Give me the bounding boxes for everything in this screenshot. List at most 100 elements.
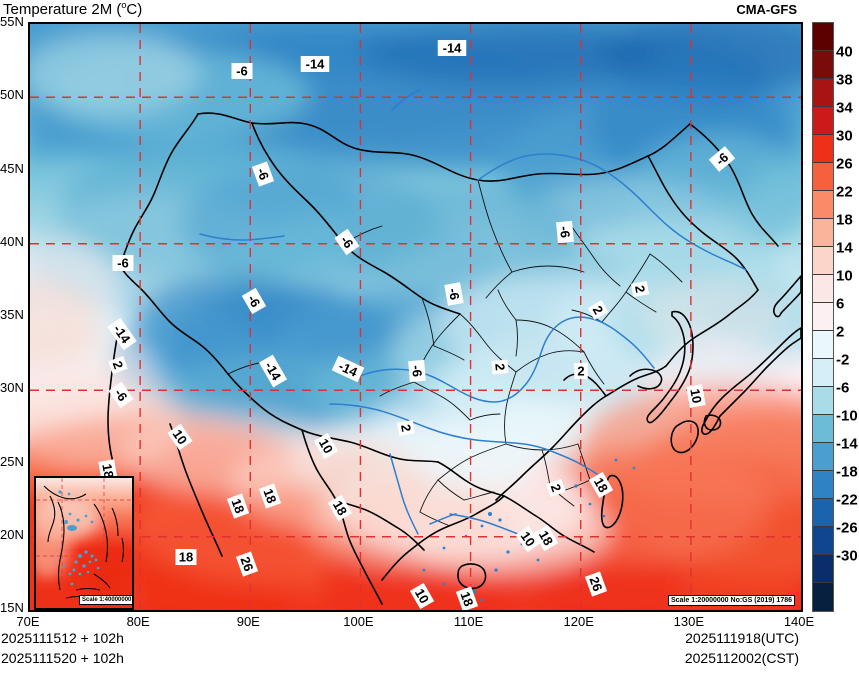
contour-label-text: 2: [632, 284, 648, 294]
colorbar-tick--18: -18: [836, 463, 858, 481]
colorbar-band-11: [813, 331, 833, 359]
colorbar-band-3: [813, 107, 833, 135]
contour-label-chip: [584, 571, 608, 597]
inset-coastlines: [43, 485, 125, 599]
contour-label: 18: [455, 586, 479, 610]
contour-label-chip: [409, 582, 435, 610]
contour-label: -6: [251, 161, 275, 187]
contour-label-text: -14: [443, 41, 463, 56]
contour-label: -6: [444, 282, 464, 306]
contour-label-text: 26: [237, 555, 256, 574]
colorbar-band-6: [813, 191, 833, 219]
contour-label-chip: [556, 220, 574, 244]
contour-label-chip: [108, 355, 128, 375]
temperature-map[interactable]: -6 -14-14-6-6-6-6-6-6 -6 22-142 -14 -14 -6 2 2-6…: [30, 24, 801, 610]
coastlines-and-borders: [107, 112, 801, 605]
contour-label: 18: [175, 549, 197, 565]
contour-label-text: 2: [548, 482, 565, 494]
lon-tick-70E: 70E: [16, 614, 40, 629]
map-frame[interactable]: -6 -14 -14 -6 -6 -6 -6 -6 -6 -6 2 2 -14 2 -14 -14 -6 2 2 -6…: [28, 22, 803, 612]
colorbar-tick--14: -14: [836, 435, 858, 453]
colorbar[interactable]: [812, 22, 834, 612]
colorbar-tick-2: 2: [836, 323, 845, 341]
contour-label-text: 18: [179, 550, 193, 565]
contour-label-chip: [258, 354, 288, 388]
colorbar-band-10: [813, 303, 833, 331]
colorbar-band-1: [813, 51, 833, 79]
contour-label: 2: [396, 419, 416, 437]
contour-label-chip: [107, 317, 137, 351]
colorbar-band-7: [813, 219, 833, 247]
contour-label-chip: [515, 525, 541, 553]
contour-label: 10: [686, 384, 706, 408]
contour-label-text: 2: [577, 364, 584, 379]
inset-map-south-china-sea[interactable]: Scale 1:40000000: [34, 476, 134, 610]
contour-label-chip: [235, 551, 259, 577]
contour-label-text: 18: [330, 498, 350, 518]
colorbar-band-12: [813, 359, 833, 387]
contour-label: -6: [334, 228, 360, 256]
contour-label-text: -6: [236, 64, 248, 79]
contour-label-chip: [112, 255, 134, 271]
lat-tick-15N: 15N: [0, 600, 24, 615]
contour-label: 2: [108, 355, 128, 375]
contour-label-text: 10: [412, 586, 432, 606]
contour-label-text: 2: [398, 423, 414, 433]
lat-tick-40N: 40N: [0, 233, 24, 249]
contour-label: 10: [515, 525, 541, 553]
contour-label-chip: [241, 287, 267, 315]
contour-label-text: -6: [117, 256, 129, 271]
contour-label-chip: [437, 40, 467, 56]
contour-label-text: 10: [687, 388, 704, 405]
lon-tick-80E: 80E: [126, 614, 150, 629]
contour-label: -6: [241, 287, 267, 315]
contour-label: -6: [408, 359, 426, 383]
lon-tick-120E: 120E: [563, 614, 594, 629]
colorbar-band-18: [813, 527, 833, 555]
contour-label: 10: [167, 423, 193, 451]
contour-label: -6: [708, 146, 736, 172]
contour-label: 10: [409, 582, 435, 610]
contour-label: -6: [112, 255, 134, 271]
colorbar-band-8: [813, 247, 833, 275]
lat-tick-30N: 30N: [0, 380, 24, 396]
contour-label-chip: [588, 471, 614, 499]
colorbar-tick--30: -30: [836, 547, 858, 565]
colorbar-tick-14: 14: [836, 239, 853, 257]
contour-label: -14: [258, 354, 288, 388]
lon-tick-140E: 140E: [783, 614, 815, 629]
contour-label: 2: [574, 363, 588, 379]
contour-label: -14: [437, 40, 467, 56]
contour-label-chip: [231, 63, 253, 79]
colorbar-tick-30: 30: [836, 127, 853, 145]
contour-label-chip: [251, 161, 275, 187]
valid-time-cst: 2025112002(CST): [684, 650, 799, 666]
contour-label: 18: [258, 483, 282, 509]
contour-label: -14: [331, 355, 365, 383]
colorbar-tick-22: 22: [836, 183, 853, 201]
colorbar-band-0: [813, 23, 833, 51]
colorbar-tick-10: 10: [836, 267, 853, 285]
contour-label-chip: [686, 384, 706, 408]
colorbar-band-4: [813, 135, 833, 163]
contour-label-chip: [455, 586, 479, 610]
contour-label: -14: [300, 56, 330, 72]
contour-label-chip: [396, 419, 416, 437]
colorbar-tick--26: -26: [836, 519, 858, 537]
inset-scale-badge: Scale 1:40000000: [79, 595, 132, 605]
contour-label-text: -6: [254, 166, 272, 182]
title-unit: C): [126, 1, 143, 18]
colorbar-tick--6: -6: [836, 379, 850, 397]
contour-label-chip: [408, 359, 426, 383]
contour-label-chip: [491, 359, 509, 375]
page-title: Temperature 2M (oC): [3, 0, 142, 18]
init-time-cst: 2025111520 + 102h: [1, 650, 124, 666]
colorbar-band-15: [813, 443, 833, 471]
contour-label: 26: [584, 571, 608, 597]
contour-label-text: 10: [518, 529, 539, 549]
model-label: CMA-GFS: [736, 2, 797, 17]
graticule: [30, 24, 801, 610]
contour-label-chip: [327, 494, 353, 522]
contour-label: 18: [588, 471, 614, 499]
contour-label: 18: [226, 493, 250, 519]
